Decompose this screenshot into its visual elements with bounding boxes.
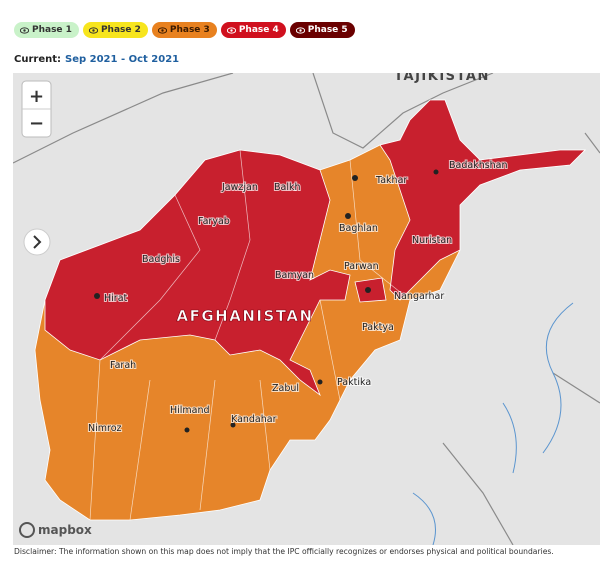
expand-button[interactable] [23, 228, 51, 256]
eye-icon [295, 26, 305, 34]
country-label: AFGHANISTAN [177, 307, 314, 325]
disclaimer: Disclaimer: The information shown on thi… [14, 547, 554, 556]
current-period: Current: Sep 2021 - Oct 2021 [14, 54, 179, 65]
neighbor-label: TAJIKISTAN [394, 73, 490, 84]
province-label: Baghlan [339, 223, 378, 234]
province-label: Parwan [344, 261, 379, 272]
city-dots [94, 169, 439, 433]
province-label: Jawzjan [221, 182, 258, 193]
phase-label: Phase 3 [169, 25, 210, 35]
phase-toggle[interactable]: Phase 2 [82, 22, 148, 38]
province-label: Faryab [198, 216, 230, 227]
phase-label: Phase 1 [32, 25, 72, 35]
province-label: Takhar [375, 175, 407, 186]
phase-label: Phase 5 [307, 25, 348, 35]
province-label: Nangarhar [394, 291, 444, 302]
province-label: Nuristan [412, 235, 452, 246]
eye-icon [157, 26, 167, 34]
regions [34, 99, 586, 521]
phase-legend: Phase 1 Phase 2 Phase 3 Phase 4 Phase 5 [14, 22, 355, 38]
province-label: Nimroz [88, 423, 122, 434]
zoom-control[interactable]: + − [21, 80, 52, 138]
eye-icon [20, 26, 29, 34]
province-label: Hirat [104, 293, 128, 304]
eye-icon [226, 26, 236, 34]
rivers [412, 302, 574, 545]
province-label: Badghis [142, 254, 180, 265]
province-label: Balkh [274, 182, 301, 193]
zoom-out[interactable]: − [29, 113, 44, 134]
phase4-region [379, 99, 586, 301]
phase-toggle[interactable]: Phase 3 [151, 22, 217, 38]
attribution: mapbox [19, 522, 92, 538]
eye-icon [88, 26, 98, 34]
attribution-text: mapbox [38, 523, 92, 537]
province-label: Farah [110, 360, 136, 371]
province-label: Hilmand [170, 405, 210, 416]
province-label: Paktika [337, 377, 371, 388]
province-label: Bamyan [275, 270, 314, 281]
phase-label: Phase 4 [238, 25, 279, 35]
phase-label: Phase 2 [100, 25, 141, 35]
phase-toggle[interactable]: Phase 4 [220, 22, 286, 38]
borders [13, 73, 600, 545]
province-label: Kandahar [231, 414, 277, 425]
phase-toggle[interactable]: Phase 1 [14, 22, 79, 38]
period[interactable]: Sep 2021 - Oct 2021 [65, 54, 180, 65]
map[interactable]: Jawzjan Balkh Faryab Badghis Hirat Bamyan Fara… [13, 73, 600, 545]
province-label: Paktya [362, 322, 394, 333]
phase-toggle[interactable]: Phase 5 [289, 22, 355, 38]
current-label: Current: [14, 54, 62, 65]
province-label: Zabul [272, 383, 299, 394]
zoom-in[interactable]: + [29, 86, 44, 107]
province-label: Badakhshan [449, 160, 508, 171]
